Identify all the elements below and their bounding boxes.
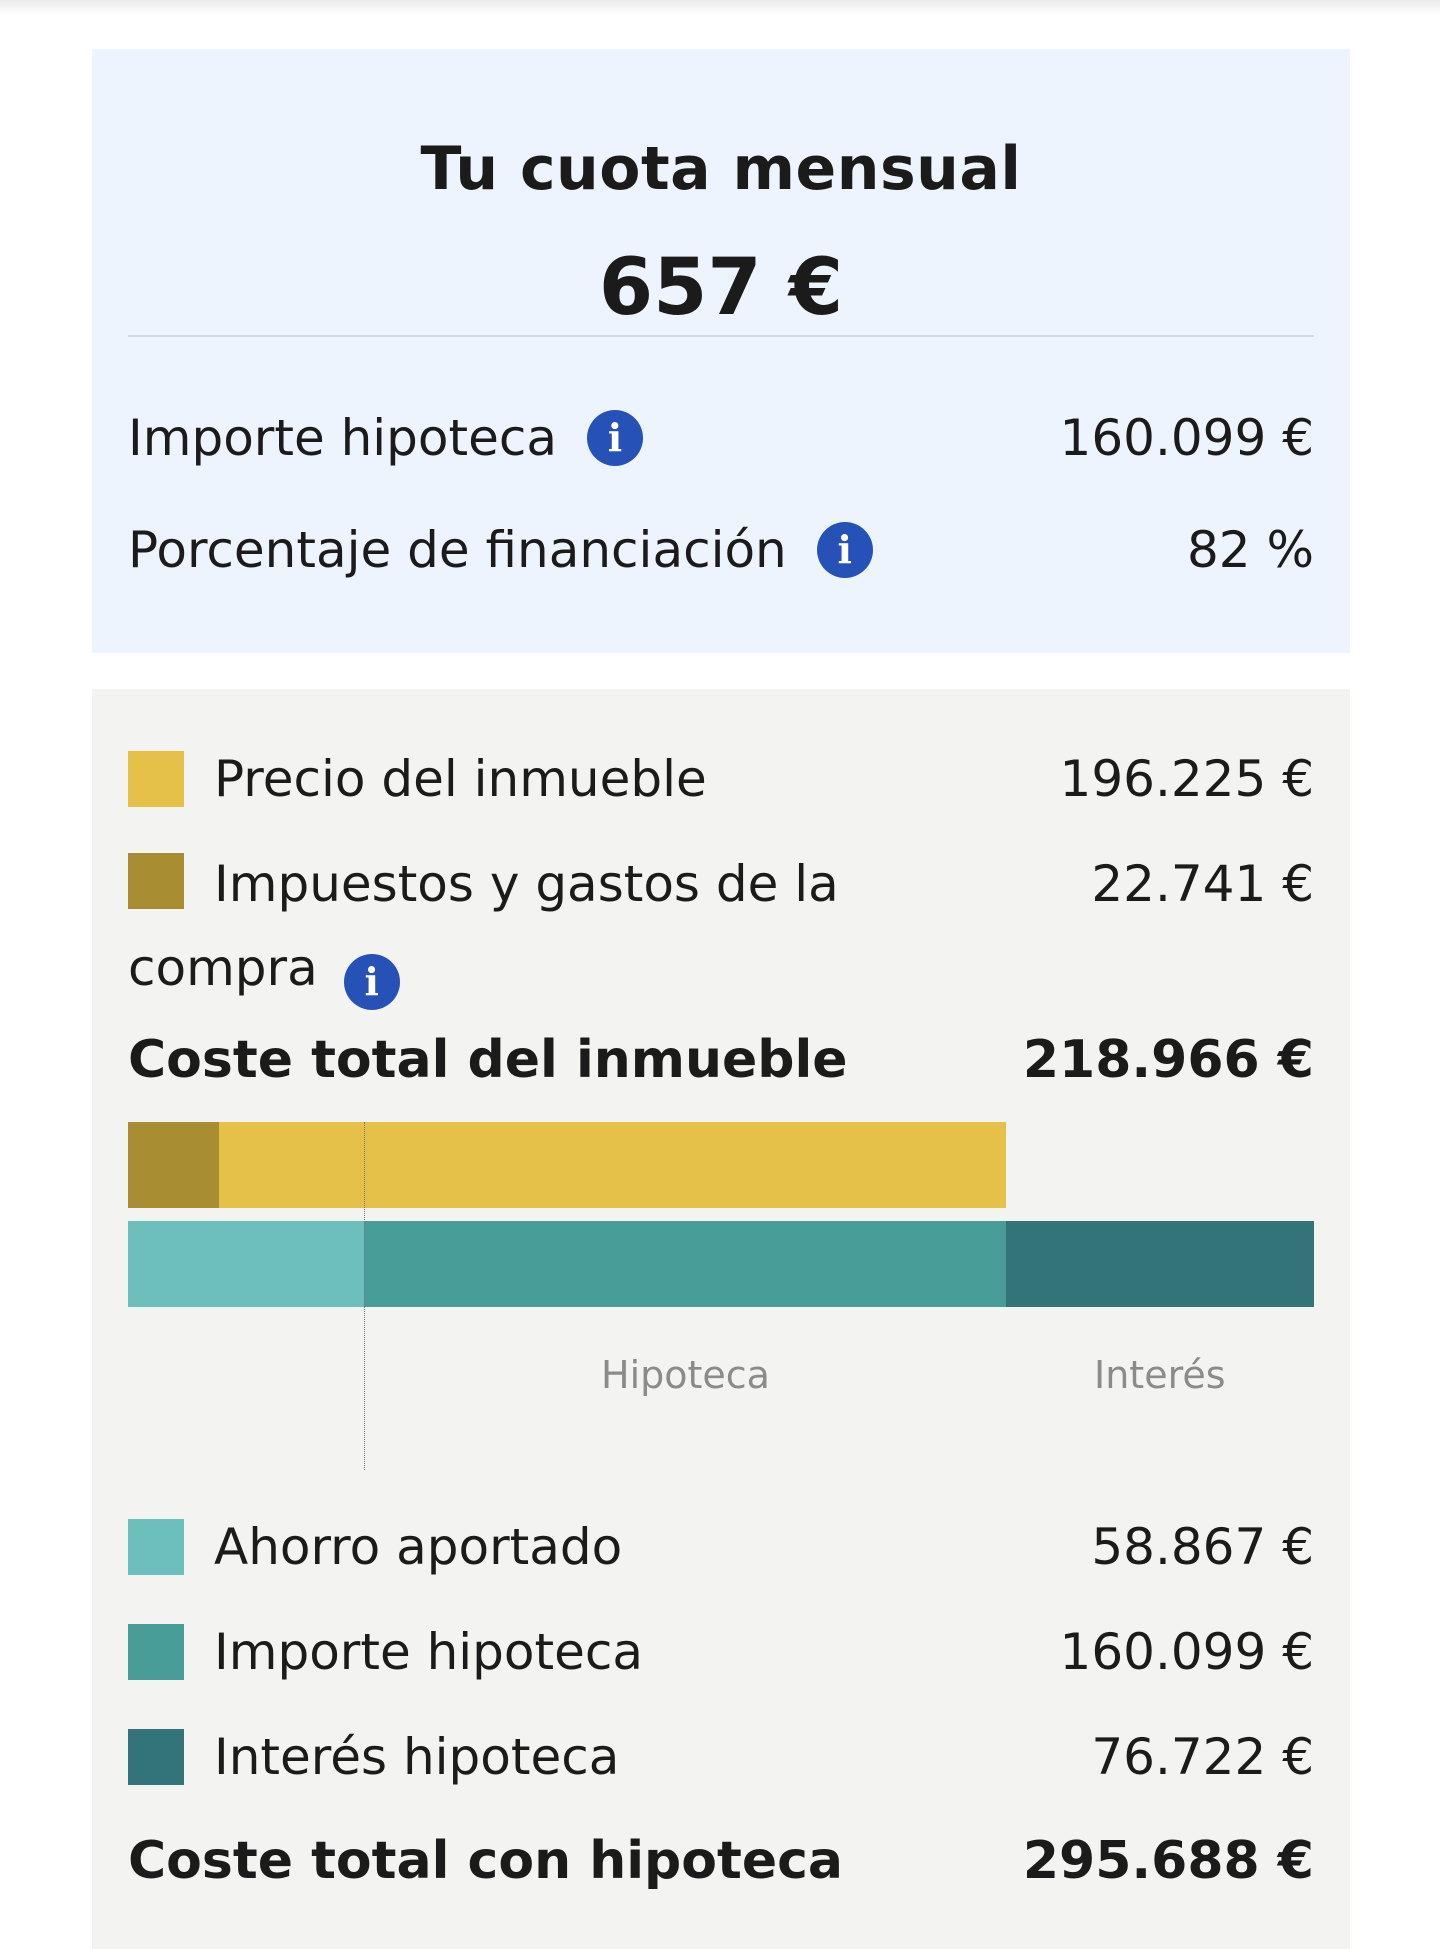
summary-row-financing-percentage: Porcentaje de financiación i 82 % xyxy=(128,515,1314,585)
legend-value: 22.741 € xyxy=(1091,855,1314,913)
grand-total-label: Coste total con hipoteca xyxy=(128,1831,844,1891)
property-total-value: 218.966 € xyxy=(1022,1030,1314,1090)
chart-label-mortgage: Hipoteca xyxy=(601,1353,770,1397)
legend-item-mortgage-interest: Interés hipoteca 76.722 € xyxy=(128,1715,1314,1799)
financing-cost-bar xyxy=(128,1221,1314,1307)
legend-item-savings: Ahorro aportado 58.867 € xyxy=(128,1505,1314,1589)
bar-segment-savings xyxy=(128,1221,364,1307)
grand-total-row: Coste total con hipoteca 295.688 € xyxy=(128,1819,1314,1903)
legend-value: 196.225 € xyxy=(1059,750,1314,808)
legend-label: Ahorro aportado xyxy=(214,1518,623,1576)
legend-label: Impuestos y gastos de la compra xyxy=(128,855,839,997)
summary-row-value: 160.099 € xyxy=(1059,409,1314,467)
summary-row-value: 82 % xyxy=(1186,521,1314,579)
legend-label: Precio del inmueble xyxy=(214,750,707,808)
legend-item-mortgage-amount: Importe hipoteca 160.099 € xyxy=(128,1610,1314,1694)
monthly-payment-title: Tu cuota mensual xyxy=(420,134,1022,204)
bar-segment-interest xyxy=(1006,1221,1314,1307)
cost-breakdown-card: Precio del inmueble 196.225 € Impuestos … xyxy=(92,689,1350,1949)
legend-swatch xyxy=(128,853,184,909)
top-shadow xyxy=(0,0,1440,14)
monthly-payment-card: Tu cuota mensual 657 € Importe hipoteca … xyxy=(92,49,1350,653)
legend-item-property-price: Precio del inmueble 196.225 € xyxy=(128,737,1314,821)
summary-divider xyxy=(128,335,1314,337)
legend-item-taxes-and-fees: Impuestos y gastos de la compra i 22.741 … xyxy=(128,842,1314,1010)
chart-label-interest: Interés xyxy=(1094,1353,1226,1397)
property-total-row: Coste total del inmueble 218.966 € xyxy=(128,1018,1314,1102)
legend-swatch xyxy=(128,1729,184,1785)
legend-label: Importe hipoteca xyxy=(214,1623,644,1681)
grand-total-value: 295.688 € xyxy=(1022,1831,1314,1891)
summary-row-mortgage-amount: Importe hipoteca i 160.099 € xyxy=(128,403,1314,473)
property-cost-bar xyxy=(128,1122,1006,1208)
legend-swatch xyxy=(128,1519,184,1575)
property-total-label: Coste total del inmueble xyxy=(128,1030,848,1090)
legend-swatch xyxy=(128,1624,184,1680)
info-icon[interactable]: i xyxy=(587,410,644,466)
summary-row-label: Porcentaje de financiación xyxy=(128,521,787,579)
bar-segment-property-price xyxy=(219,1122,1006,1208)
monthly-payment-amount: 657 € xyxy=(598,243,844,333)
legend-label: Interés hipoteca xyxy=(214,1728,620,1786)
savings-divider-line xyxy=(364,1122,365,1470)
legend-value: 76.722 € xyxy=(1091,1728,1314,1786)
info-icon[interactable]: i xyxy=(816,522,873,578)
info-icon[interactable]: i xyxy=(343,954,400,1010)
bar-segment-mortgage xyxy=(364,1221,1006,1307)
legend-value: 58.867 € xyxy=(1091,1518,1314,1576)
legend-value: 160.099 € xyxy=(1059,1623,1314,1681)
legend-swatch xyxy=(128,751,184,807)
bar-segment-taxes-and-fees xyxy=(128,1122,219,1208)
summary-row-label: Importe hipoteca xyxy=(128,409,558,467)
